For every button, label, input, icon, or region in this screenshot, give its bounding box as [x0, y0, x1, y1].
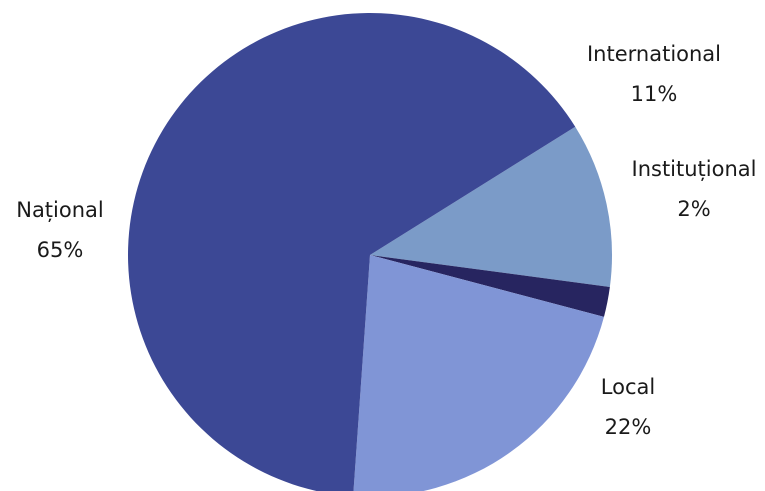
slice-label-percent: 22%	[605, 415, 652, 439]
pie-slice-institutional	[370, 255, 610, 317]
slice-label-name: Local	[601, 375, 655, 399]
pie-slices	[128, 13, 612, 491]
slice-label-name: Instituțional	[632, 157, 757, 181]
pie-slice-international	[370, 126, 612, 288]
slice-label-percent: 2%	[677, 197, 710, 221]
slice-label-name: International	[587, 42, 721, 66]
slice-label-percent: 11%	[631, 82, 678, 106]
slice-label-name: Național	[16, 198, 104, 222]
pie-slice-local	[353, 255, 604, 491]
pie-labels: International 11% Instituțional 2% Local 22% N…	[16, 42, 756, 439]
pie-slice-national	[128, 13, 576, 491]
slice-label-percent: 65%	[37, 238, 84, 262]
